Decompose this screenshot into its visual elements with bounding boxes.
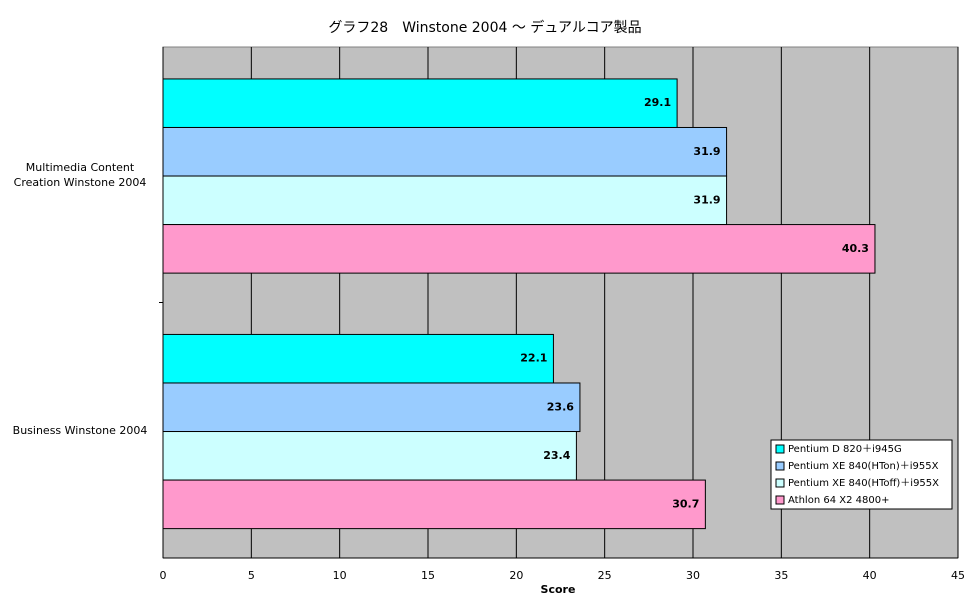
bar: [162, 431, 577, 481]
bar: [162, 333, 554, 384]
legend-label: Pentium XE 840(HTon)＋i955X: [788, 461, 939, 472]
x-tick-label: 10: [333, 569, 347, 582]
bar: [162, 78, 678, 128]
legend-swatch: [775, 478, 785, 488]
legend-swatch: [775, 444, 785, 454]
legend-label: Pentium D 820＋i945G: [788, 444, 902, 455]
x-tick-label: 40: [863, 569, 877, 582]
x-tick-label: 35: [774, 569, 788, 582]
legend-swatch: [775, 461, 785, 471]
bar: [162, 126, 728, 177]
data-label: 23.4: [543, 449, 570, 462]
data-label: 31.9: [693, 145, 720, 158]
data-label: 22.1: [520, 352, 547, 365]
x-tick-label: 5: [248, 569, 255, 582]
data-label: 40.3: [842, 242, 869, 255]
data-label: 23.6: [547, 400, 574, 413]
data-label: 31.9: [693, 193, 720, 206]
x-tick-label: 0: [160, 569, 167, 582]
bar: [162, 382, 581, 433]
x-tick-label: 15: [421, 569, 435, 582]
x-tick-label: 25: [598, 569, 612, 582]
y-tick-label: Multimedia Content Creation Winstone 200…: [13, 160, 147, 189]
y-tick-label: Business Winstone 2004: [12, 423, 148, 437]
legend-swatch: [775, 495, 785, 505]
legend-label: Athlon 64 X2 4800+: [788, 495, 889, 506]
x-tick-label: 45: [951, 569, 965, 582]
x-tick-label: 30: [686, 569, 700, 582]
bar: [162, 175, 728, 226]
bar: [162, 224, 876, 274]
data-label: 30.7: [672, 497, 699, 510]
data-label: 29.1: [644, 96, 671, 109]
legend: [770, 439, 953, 510]
legend-label: Pentium XE 840(HToff)＋i955X: [788, 478, 939, 489]
bar: [162, 479, 706, 530]
chart-title: グラフ28 Winstone 2004 ～ デュアルコア製品: [328, 19, 641, 36]
x-axis-label: Score: [541, 583, 576, 596]
x-tick-label: 20: [509, 569, 523, 582]
